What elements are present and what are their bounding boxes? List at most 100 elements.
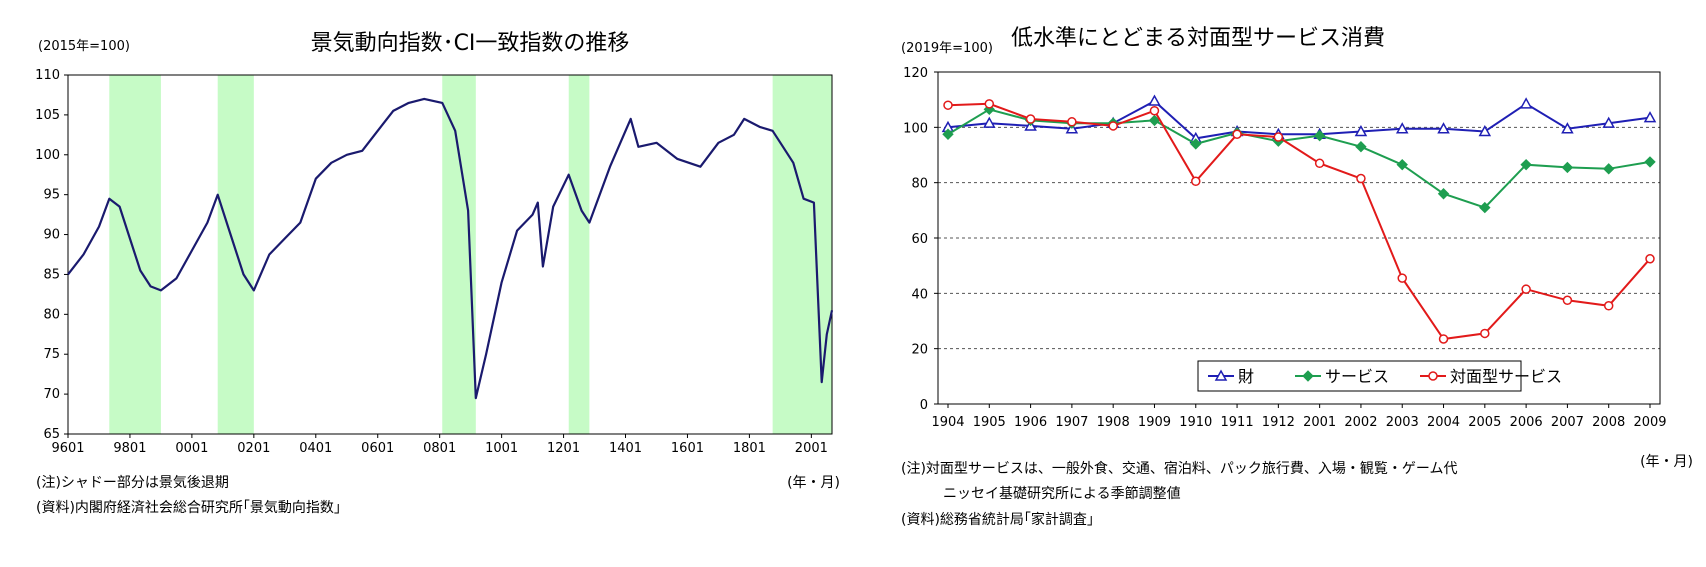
data-point-marker: [1148, 94, 1161, 106]
y-tick-label: 40: [911, 287, 928, 302]
data-point-marker: [1480, 328, 1490, 339]
data-point-marker: [1437, 188, 1450, 200]
x-tick-label: 1904: [931, 415, 964, 430]
data-point-marker: [1314, 158, 1325, 169]
right-note-1: (注)対面型サービスは、一般外食、交通、宿泊料、パック旅行費、入場・観覧・ゲーム…: [901, 460, 1458, 477]
x-tick-label: 1907: [1055, 415, 1088, 430]
data-point-marker: [1602, 116, 1615, 128]
data-point-marker: [943, 100, 953, 110]
x-tick-label: 0001: [175, 441, 208, 456]
series-line: [947, 99, 1651, 140]
x-tick-label: 2002: [1344, 415, 1377, 430]
series-line: [947, 108, 1651, 209]
series-0: [941, 94, 1657, 144]
x-tick-label: 1401: [609, 441, 642, 456]
data-point-marker: [1356, 173, 1366, 184]
left-chart-panel: 景気動向指数･CI一致指数の推移 (2015年=100) 65 70 75 80 85 9…: [35, 31, 840, 516]
series-2: [943, 99, 1655, 344]
y-tick-label: 80: [43, 307, 60, 322]
y-tick-label: 65: [43, 427, 60, 442]
data-point-marker: [1561, 161, 1574, 174]
x-tick-label: 9801: [113, 441, 146, 456]
data-point-marker: [1645, 254, 1655, 264]
data-point-marker: [1025, 114, 1036, 124]
data-point-marker: [1438, 334, 1449, 344]
y-tick-label: 80: [911, 177, 928, 192]
y-tick-label: 90: [43, 228, 60, 243]
right-chart-title: 低水準にとどまる対面型サービス消費: [1011, 26, 1385, 51]
data-point-marker: [1354, 124, 1368, 137]
x-tick-label: 0401: [299, 441, 332, 456]
right-unit-label: (2019年=100): [901, 41, 993, 56]
right-legend: 財 サービス 対面型サービス: [1197, 360, 1562, 392]
data-point-marker: [1395, 122, 1409, 134]
x-tick-label: 1908: [1097, 415, 1130, 430]
y-tick-label: 105: [35, 108, 60, 123]
x-tick-label: 2005: [1468, 415, 1501, 430]
data-point-marker: [1479, 201, 1491, 214]
data-point-marker: [1478, 124, 1492, 137]
x-tick-label: 1910: [1179, 415, 1212, 430]
x-tick-label: 1201: [547, 441, 580, 456]
data-point-marker: [1067, 117, 1077, 127]
x-tick-label: 2001: [1303, 415, 1336, 430]
right-note-3: (資料)総務省統計局｢家計調査｣: [901, 511, 1094, 528]
left-note-2: (資料)内閣府経済社会総合研究所｢景気動向指数｣: [36, 500, 341, 516]
data-point-marker: [984, 99, 995, 109]
x-tick-label: 1601: [671, 441, 704, 456]
x-tick-label: 2001: [795, 441, 828, 456]
x-tick-label: 2008: [1592, 415, 1625, 430]
x-tick-label: 2006: [1510, 415, 1543, 430]
y-tick-label: 20: [911, 343, 928, 358]
y-tick-label: 70: [43, 387, 60, 402]
recession-shading: [568, 75, 590, 434]
y-tick-label: 60: [911, 232, 928, 247]
y-tick-label: 95: [43, 188, 60, 203]
x-tick-label: 1905: [973, 415, 1006, 430]
x-tick-label: 2004: [1427, 415, 1460, 430]
x-tick-label: 0801: [423, 441, 456, 456]
ci-index-line: [67, 97, 834, 400]
data-point-marker: [1355, 140, 1367, 153]
x-tick-label: 1001: [485, 441, 518, 456]
data-point-marker: [1603, 301, 1614, 311]
y-tick-label: 0: [920, 398, 928, 413]
recession-shading: [772, 75, 832, 434]
data-point-marker: [983, 116, 996, 128]
data-point-marker: [1602, 163, 1615, 175]
y-tick-label: 100: [35, 148, 60, 163]
left-note-1: (注)シャドー部分は景気後退期: [36, 475, 229, 491]
x-tick-label: 1911: [1221, 415, 1254, 430]
right-note-2: ニッセイ基礎研究所による季節調整値: [943, 485, 1181, 502]
x-tick-label: 0601: [361, 441, 394, 456]
y-tick-label: 100: [903, 121, 928, 136]
legend-label: 対面型サービス: [1450, 367, 1562, 386]
left-unit-label: (2015年=100): [38, 39, 130, 54]
legend-box: [1197, 360, 1522, 392]
legend-marker: [1302, 370, 1314, 382]
x-tick-label: 1906: [1014, 415, 1047, 430]
right-chart: 低水準にとどまる対面型サービス消費 (2019年=100) 0 20 40 60 80 1…: [901, 26, 1693, 528]
y-tick-label: 110: [35, 68, 60, 83]
left-plot-frame: [67, 74, 833, 435]
legend-label: サービス: [1325, 367, 1389, 386]
data-point-marker: [1396, 158, 1408, 171]
data-point-marker: [1108, 121, 1118, 131]
data-point-marker: [1643, 111, 1657, 123]
legend-marker: [1214, 369, 1228, 381]
right-chart-panel: 低水準にとどまる対面型サービス消費 (2019年=100) 0 20 40 60 80 1…: [853, 0, 1706, 567]
data-point-marker: [1521, 284, 1531, 294]
left-chart: 景気動向指数･CI一致指数の推移 (2015年=100) 65 70 75 80 85 9…: [35, 31, 840, 516]
data-point-marker: [1397, 273, 1407, 283]
left-chart-title: 景気動向指数･CI一致指数の推移: [311, 31, 630, 56]
x-tick-label: 0201: [237, 441, 270, 456]
data-point-marker: [1149, 105, 1160, 116]
right-xlabel: (年・月): [1640, 454, 1693, 470]
data-point-marker: [1562, 295, 1573, 305]
x-tick-label: 2007: [1551, 415, 1584, 430]
data-point-marker: [1313, 129, 1326, 142]
data-point-marker: [1148, 114, 1161, 127]
data-point-marker: [1644, 156, 1656, 168]
series-line: [947, 102, 1651, 341]
x-tick-label: 2003: [1386, 415, 1419, 430]
